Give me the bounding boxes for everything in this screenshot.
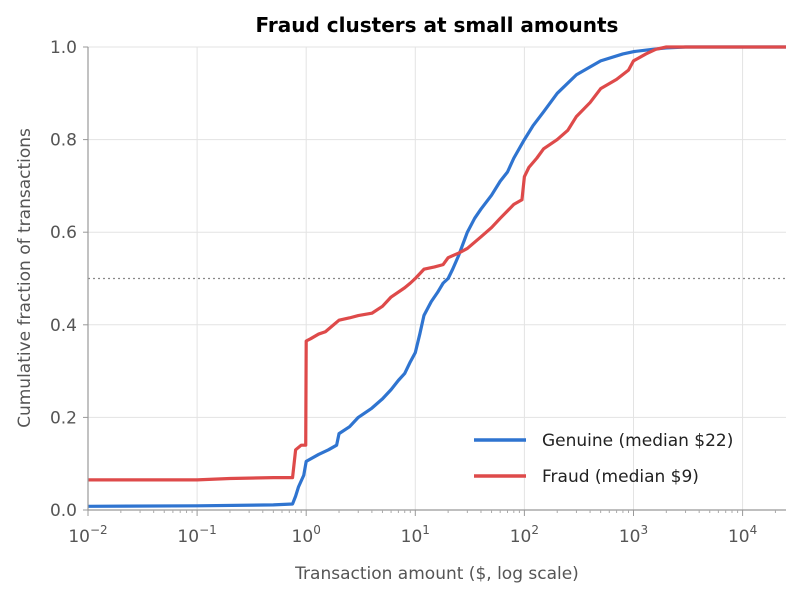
x-tick-label-exp-2: 0	[313, 523, 321, 537]
series-line-fraud	[88, 45, 786, 482]
series-layer	[87, 45, 786, 508]
legend: Genuine (median $22) Fraud (median $9)	[474, 431, 733, 487]
x-axis-label: Transaction amount ($, log scale)	[294, 564, 579, 584]
x-tick-label-exp-4: 2	[531, 523, 539, 537]
x-tick-label-0: 10−2	[68, 523, 107, 547]
x-tick-label-base-4: 10	[510, 527, 532, 547]
y-tick-label-3: 0.6	[50, 223, 77, 243]
x-tick-label-6: 104	[728, 523, 757, 547]
legend-label-fraud: Fraud (median $9)	[542, 467, 699, 487]
y-axis-label: Cumulative fraction of transactions	[15, 128, 35, 428]
x-tick-label-exp-5: 3	[640, 523, 648, 537]
legend-label-genuine: Genuine (median $22)	[542, 431, 733, 451]
y-tick-label-1: 0.2	[50, 408, 77, 428]
x-tick-label-5: 103	[619, 523, 648, 547]
axes	[83, 46, 786, 516]
chart-title: Fraud clusters at small amounts	[256, 13, 619, 37]
x-tick-label-2: 100	[292, 523, 321, 547]
x-tick-label-base-1: 10	[177, 527, 199, 547]
x-tick-label-exp-0: −2	[90, 523, 108, 537]
grid-lines	[87, 46, 786, 511]
y-tick-label-5: 1.0	[50, 38, 77, 58]
x-tick-labels: 10−2 10−1 100 101 102 103 104	[68, 523, 757, 547]
x-tick-label-3: 101	[401, 523, 430, 547]
y-tick-label-2: 0.4	[50, 316, 77, 336]
x-tick-label-base-6: 10	[728, 527, 750, 547]
y-tick-label-4: 0.8	[50, 131, 77, 151]
y-tick-labels: 0.0 0.2 0.4 0.6 0.8 1.0	[50, 38, 77, 521]
x-tick-label-exp-3: 1	[422, 523, 430, 537]
x-tick-label-exp-1: −1	[199, 523, 217, 537]
x-tick-label-4: 102	[510, 523, 539, 547]
series-line-genuine	[87, 45, 786, 508]
x-tick-label-base-3: 10	[401, 527, 423, 547]
x-tick-label-base-0: 10	[68, 527, 90, 547]
x-tick-label-base-2: 10	[292, 527, 314, 547]
x-tick-label-base-5: 10	[619, 527, 641, 547]
x-tick-label-exp-6: 4	[750, 523, 758, 537]
x-tick-label-1: 10−1	[177, 523, 216, 547]
y-tick-label-0: 0.0	[50, 501, 77, 521]
